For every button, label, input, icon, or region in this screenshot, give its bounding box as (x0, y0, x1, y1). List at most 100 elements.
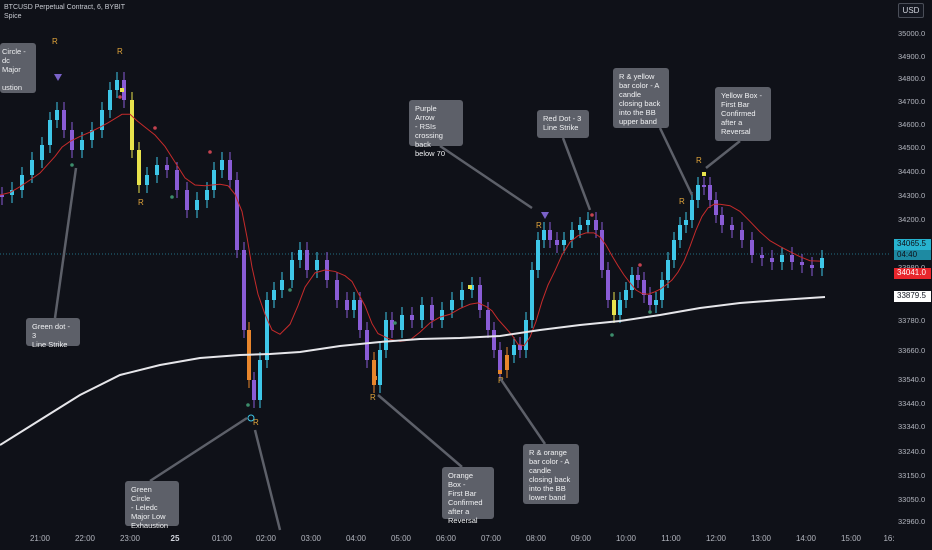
candle-body (660, 280, 664, 300)
bb-basis-line (0, 113, 821, 347)
signal-r-label: R (52, 37, 58, 46)
candle-body (80, 140, 84, 150)
candle-body (612, 300, 616, 315)
candle-body (708, 185, 712, 200)
candle-body (205, 190, 209, 200)
candle-body (678, 225, 682, 240)
candle-body (345, 300, 349, 310)
candle-body (780, 255, 784, 262)
candle-body (298, 250, 302, 260)
candle-body (115, 80, 119, 90)
candle-body (290, 260, 294, 280)
candle-body (618, 300, 622, 315)
candle-body (642, 280, 646, 295)
y-tick-label: 35000.0 (898, 29, 926, 38)
x-tick-label: 01:00 (211, 534, 233, 543)
orange-box-marker (498, 370, 502, 374)
candle-body (252, 380, 256, 400)
candle-body (648, 295, 652, 305)
candle-body (740, 230, 744, 240)
callout-red-dot: Red Dot - 3 Line Strike (537, 110, 589, 138)
red-dot-marker (118, 95, 122, 99)
current-price-label: 34065.5 (894, 239, 931, 250)
candle-body (145, 175, 149, 185)
y-tick-label: 33980.0 (898, 263, 925, 272)
currency-button[interactable]: USD (898, 3, 924, 18)
signal-r-label: R (696, 156, 702, 165)
x-tick-label: 15:00 (840, 534, 862, 543)
y-tick-label: 34200.0 (898, 215, 926, 224)
green-circle-marker (247, 414, 255, 422)
candle-body (272, 290, 276, 300)
candle-body (48, 120, 52, 145)
callout-pointer (439, 144, 533, 210)
candle-body (586, 220, 590, 225)
candle-body (305, 250, 309, 270)
y-tick-label: 34400.0 (898, 167, 926, 176)
candle-body (335, 280, 339, 300)
candle-body (440, 310, 444, 320)
candle-body (378, 350, 382, 385)
candle-body (185, 190, 189, 210)
candle-body (242, 250, 246, 330)
indicator-name[interactable]: Spice (4, 13, 22, 20)
candle-body (175, 170, 179, 190)
callout-pointer (53, 167, 78, 319)
candle-body (10, 190, 14, 195)
callout-pointer (377, 394, 463, 468)
long-ma-line (0, 296, 826, 446)
y-tick-label: 34600.0 (898, 120, 926, 129)
y-tick-label: 33340.0 (898, 422, 926, 431)
red-dot-marker (208, 150, 212, 154)
candle-countdown: 04:40 (894, 250, 931, 260)
y-tick-label: 33540.0 (898, 375, 926, 384)
y-tick-label: 33440.0 (898, 399, 926, 408)
candle-body (165, 165, 169, 170)
y-tick-label: 33660.0 (898, 346, 926, 355)
candle-body (770, 258, 774, 262)
candle-body (672, 240, 676, 260)
candle-body (720, 215, 724, 225)
y-tick-label: 33150.0 (898, 471, 926, 480)
y-tick-label: 33240.0 (898, 447, 926, 456)
green-dot-marker (648, 310, 652, 314)
callout-green-dot: Green dot - 3 Line Strike (26, 318, 80, 349)
signal-r-label: R (370, 393, 376, 402)
signal-r-label: R (536, 221, 542, 230)
callout-purple-arrow: Purple Arrow - RSIs crossing back below … (409, 100, 463, 158)
candle-body (390, 320, 394, 330)
candle-body (790, 255, 794, 262)
candle-body (486, 310, 490, 330)
x-tick-label: 02:00 (255, 534, 277, 543)
price-chart[interactable]: RRRRRRRRR (0, 0, 890, 550)
candle-body (606, 270, 610, 300)
candle-body (108, 90, 112, 110)
candle-body (62, 110, 66, 130)
y-tick-label: 34900.0 (898, 52, 926, 61)
x-tick-label: 10:00 (615, 534, 637, 543)
red-dot-marker (590, 213, 594, 217)
candle-body (130, 100, 134, 150)
candle-body (212, 170, 216, 190)
candle-body (315, 260, 319, 270)
red-dot-marker (638, 263, 642, 267)
candle-body (505, 355, 509, 370)
candle-body (524, 320, 528, 350)
candle-body (714, 200, 718, 215)
callout-pointer (498, 377, 547, 445)
y-tick-label: 33780.0 (898, 316, 926, 325)
candle-body (280, 280, 284, 290)
symbol-title[interactable]: BTCUSD Perpetual Contract, 6, BYBIT (4, 4, 125, 11)
x-tick-label: 11:00 (661, 534, 681, 543)
candle-body (365, 330, 369, 360)
candle-body (600, 230, 604, 270)
signal-r-label: R (117, 47, 123, 56)
candle-body (195, 200, 199, 210)
candle-body (460, 290, 464, 300)
yellow-box-marker (120, 88, 124, 92)
candle-body (654, 300, 658, 305)
candle-body (636, 275, 640, 280)
signal-r-label: R (138, 198, 144, 207)
candle-body (630, 275, 634, 290)
